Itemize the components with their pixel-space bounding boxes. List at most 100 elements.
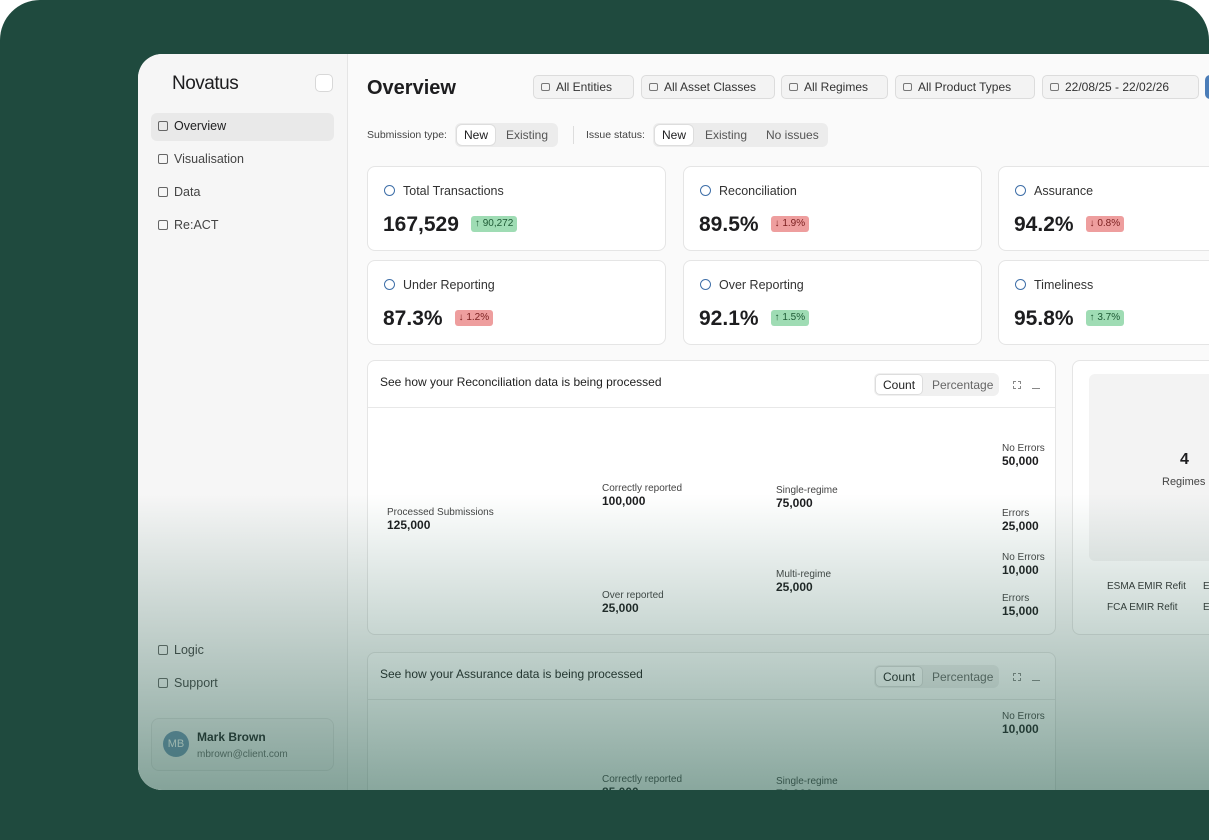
expand-icon[interactable] <box>1013 381 1021 389</box>
node-value: 85,000 <box>602 786 639 790</box>
kpi-icon <box>700 279 711 290</box>
nav-item[interactable]: Re:ACT <box>174 218 219 232</box>
toggle-option[interactable]: Existing <box>705 128 748 142</box>
legend-label: E <box>1203 581 1209 592</box>
mode-active <box>876 375 922 394</box>
toggle-label: Issue status: <box>586 129 645 141</box>
nav-item[interactable]: Visualisation <box>174 152 244 166</box>
toggle-option[interactable]: New <box>464 128 489 142</box>
kpi-title: Total Transactions <box>403 184 504 198</box>
filter-dropdown[interactable] <box>641 75 775 99</box>
nav-item[interactable]: Logic <box>174 643 204 657</box>
donut-area <box>1089 374 1209 561</box>
kpi-value: 94.2% <box>1014 213 1074 236</box>
node-label: Single-regime <box>776 776 838 787</box>
filter-label: All Product Types <box>918 80 1012 94</box>
node-value: 75,000 <box>776 496 813 510</box>
nav-icon <box>158 121 168 131</box>
kpi-card[interactable] <box>683 166 982 251</box>
node-value: 70,000 <box>776 788 813 790</box>
nav-item[interactable]: Overview <box>174 119 227 133</box>
node-value: 25,000 <box>602 601 639 615</box>
kpi-delta: ↑ 90,272 <box>470 216 518 232</box>
node-label: No Errors <box>1002 552 1045 563</box>
node-value: 100,000 <box>602 494 646 508</box>
nav-icon <box>158 678 168 688</box>
kpi-value: 95.8% <box>1014 307 1074 330</box>
toggle-option[interactable]: New <box>662 128 687 142</box>
node-value: 10,000 <box>1002 563 1039 577</box>
kpi-value: 89.5% <box>699 213 759 236</box>
user-name: Mark Brown <box>197 730 266 744</box>
avatar-initials: MB <box>167 738 185 750</box>
kpi-card[interactable] <box>998 166 1209 251</box>
nav-item[interactable]: Data <box>174 185 201 199</box>
download-icon[interactable] <box>1032 673 1040 681</box>
kpi-value: 87.3% <box>383 307 443 330</box>
divider <box>573 126 574 144</box>
kpi-card[interactable] <box>367 166 666 251</box>
filter-icon <box>541 83 550 91</box>
kpi-icon <box>700 185 711 196</box>
filter-label: 22/08/25 - 22/02/26 <box>1065 80 1170 94</box>
kpi-icon <box>384 279 395 290</box>
donut-label: Regimes <box>1162 476 1206 488</box>
filter-dropdown[interactable] <box>1042 75 1199 99</box>
mode-option[interactable]: Percentage <box>932 378 994 392</box>
kpi-delta: ↓ 0.8% <box>1085 216 1125 232</box>
nav-icon <box>158 220 168 230</box>
toggle-option[interactable]: Existing <box>506 128 549 142</box>
nav-item[interactable]: Support <box>174 676 218 690</box>
collapse-button[interactable] <box>315 74 333 92</box>
kpi-title: Assurance <box>1034 184 1094 198</box>
kpi-card[interactable] <box>683 260 982 345</box>
kpi-value: 167,529 <box>383 213 459 236</box>
node-label: Correctly reported <box>602 483 683 494</box>
kpi-title: Under Reporting <box>403 278 495 292</box>
toggle-label: Submission type: <box>367 129 447 141</box>
node-label: Errors <box>1002 593 1030 604</box>
node-value: 25,000 <box>776 580 813 594</box>
filter-icon <box>789 83 798 91</box>
page-title: Overview <box>367 77 456 99</box>
toggle-active <box>457 125 495 145</box>
kpi-card[interactable] <box>367 260 666 345</box>
brand: Novatus <box>172 73 239 94</box>
node-label: Single-regime <box>776 485 838 496</box>
kpi-title: Over Reporting <box>719 278 804 292</box>
filter-dropdown[interactable] <box>895 75 1035 99</box>
panel-divider <box>368 407 1055 408</box>
filter-label: All Regimes <box>804 80 869 94</box>
mode-option[interactable]: Percentage <box>932 670 994 684</box>
kpi-title: Reconciliation <box>719 184 797 198</box>
kpi-title: Timeliness <box>1034 278 1094 292</box>
kpi-icon <box>1015 185 1026 196</box>
node-value: 15,000 <box>1002 604 1039 618</box>
filter-dropdown[interactable] <box>781 75 888 99</box>
filter-label: All Entities <box>556 80 613 94</box>
download-icon[interactable] <box>1032 381 1040 389</box>
node-value: 10,000 <box>1002 722 1039 736</box>
toggle-option[interactable]: No issues <box>766 128 819 142</box>
legend-label: FCA EMIR Refit <box>1107 602 1178 613</box>
kpi-icon <box>1015 279 1026 290</box>
nav-icon <box>158 154 168 164</box>
node-value: 25,000 <box>1002 519 1039 533</box>
legend-label: ES <box>1203 602 1209 613</box>
toggle-active <box>655 125 693 145</box>
node-value: 50,000 <box>1002 454 1039 468</box>
panel-title: See how your Assurance data is being pro… <box>380 667 643 681</box>
nav-icon <box>158 645 168 655</box>
action-button[interactable] <box>1205 75 1209 99</box>
user-email: mbrown@client.com <box>197 749 288 760</box>
kpi-card[interactable] <box>998 260 1209 345</box>
expand-icon[interactable] <box>1013 673 1021 681</box>
mode-option[interactable]: Count <box>883 670 916 684</box>
node-label: No Errors <box>1002 711 1045 722</box>
filter-icon <box>1050 83 1059 91</box>
kpi-value: 92.1% <box>699 307 759 330</box>
kpi-delta: ↑ 3.7% <box>1085 310 1125 326</box>
mode-option[interactable]: Count <box>883 378 916 392</box>
node-label: Errors <box>1002 508 1030 519</box>
filter-icon <box>903 83 912 91</box>
